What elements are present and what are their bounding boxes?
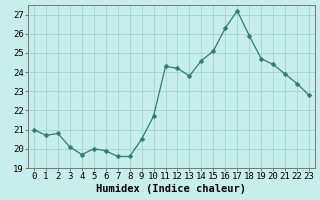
X-axis label: Humidex (Indice chaleur): Humidex (Indice chaleur) xyxy=(97,184,246,194)
